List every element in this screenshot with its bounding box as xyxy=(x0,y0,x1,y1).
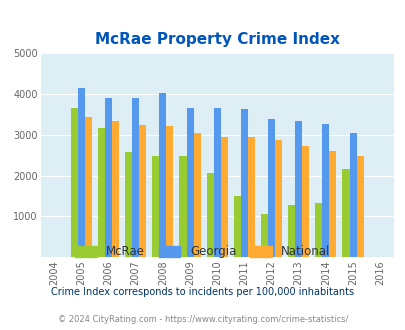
Bar xyxy=(139,125,146,257)
Bar xyxy=(105,98,112,257)
Bar xyxy=(220,137,227,257)
Bar xyxy=(186,108,193,257)
Bar xyxy=(78,88,85,257)
Bar xyxy=(240,109,247,257)
Bar xyxy=(247,137,254,257)
Bar xyxy=(301,146,309,257)
Bar xyxy=(85,116,92,257)
Bar xyxy=(233,196,240,257)
Text: Crime Index corresponds to incidents per 100,000 inhabitants: Crime Index corresponds to incidents per… xyxy=(51,287,354,297)
Bar xyxy=(159,93,166,257)
Bar xyxy=(288,206,294,257)
Bar xyxy=(342,169,349,257)
Bar xyxy=(322,124,328,257)
Bar xyxy=(193,133,200,257)
Bar xyxy=(315,203,322,257)
Bar xyxy=(349,133,356,257)
Bar xyxy=(179,156,186,257)
Bar xyxy=(132,98,139,257)
Bar xyxy=(213,109,220,257)
Bar xyxy=(70,108,78,257)
Bar xyxy=(166,126,173,257)
Bar xyxy=(294,121,301,257)
Bar xyxy=(206,173,213,257)
Bar xyxy=(275,140,281,257)
Title: McRae Property Crime Index: McRae Property Crime Index xyxy=(94,32,339,48)
Bar xyxy=(328,151,336,257)
Bar xyxy=(112,121,119,257)
Bar xyxy=(152,156,159,257)
Text: © 2024 CityRating.com - https://www.cityrating.com/crime-statistics/: © 2024 CityRating.com - https://www.city… xyxy=(58,315,347,324)
Bar xyxy=(356,156,363,257)
Legend: McRae, Georgia, National: McRae, Georgia, National xyxy=(70,241,335,263)
Bar xyxy=(267,119,275,257)
Bar xyxy=(260,214,267,257)
Bar xyxy=(125,152,132,257)
Bar xyxy=(98,128,105,257)
